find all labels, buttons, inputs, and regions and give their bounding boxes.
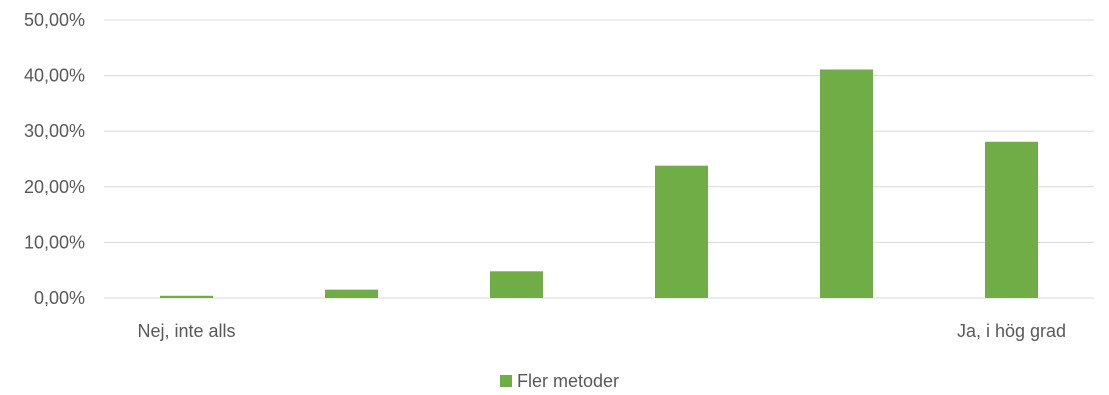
- legend: Fler metoder: [500, 371, 619, 391]
- bar: [655, 165, 708, 298]
- y-tick-label: 20,00%: [24, 177, 85, 197]
- y-tick-label: 30,00%: [24, 121, 85, 141]
- bar: [820, 69, 873, 298]
- bar: [985, 141, 1038, 298]
- bar: [325, 289, 378, 298]
- y-tick-label: 50,00%: [24, 10, 85, 30]
- x-axis-category-labels: Nej, inte alls Ja, i hög grad: [137, 321, 1066, 341]
- x-category-label: Nej, inte alls: [137, 321, 235, 341]
- y-tick-label: 10,00%: [24, 232, 85, 252]
- bar-series: [160, 69, 1038, 298]
- gridlines: [104, 19, 1094, 299]
- legend-label: Fler metoder: [517, 371, 619, 391]
- x-category-label: Ja, i hög grad: [957, 321, 1066, 341]
- legend-swatch: [500, 375, 512, 387]
- y-tick-label: 40,00%: [24, 66, 85, 86]
- y-tick-label: 0,00%: [34, 288, 85, 308]
- bar: [160, 295, 213, 298]
- y-axis-tick-labels: 0,00% 10,00% 20,00% 30,00% 40,00% 50,00%: [24, 10, 85, 308]
- bar: [490, 271, 543, 298]
